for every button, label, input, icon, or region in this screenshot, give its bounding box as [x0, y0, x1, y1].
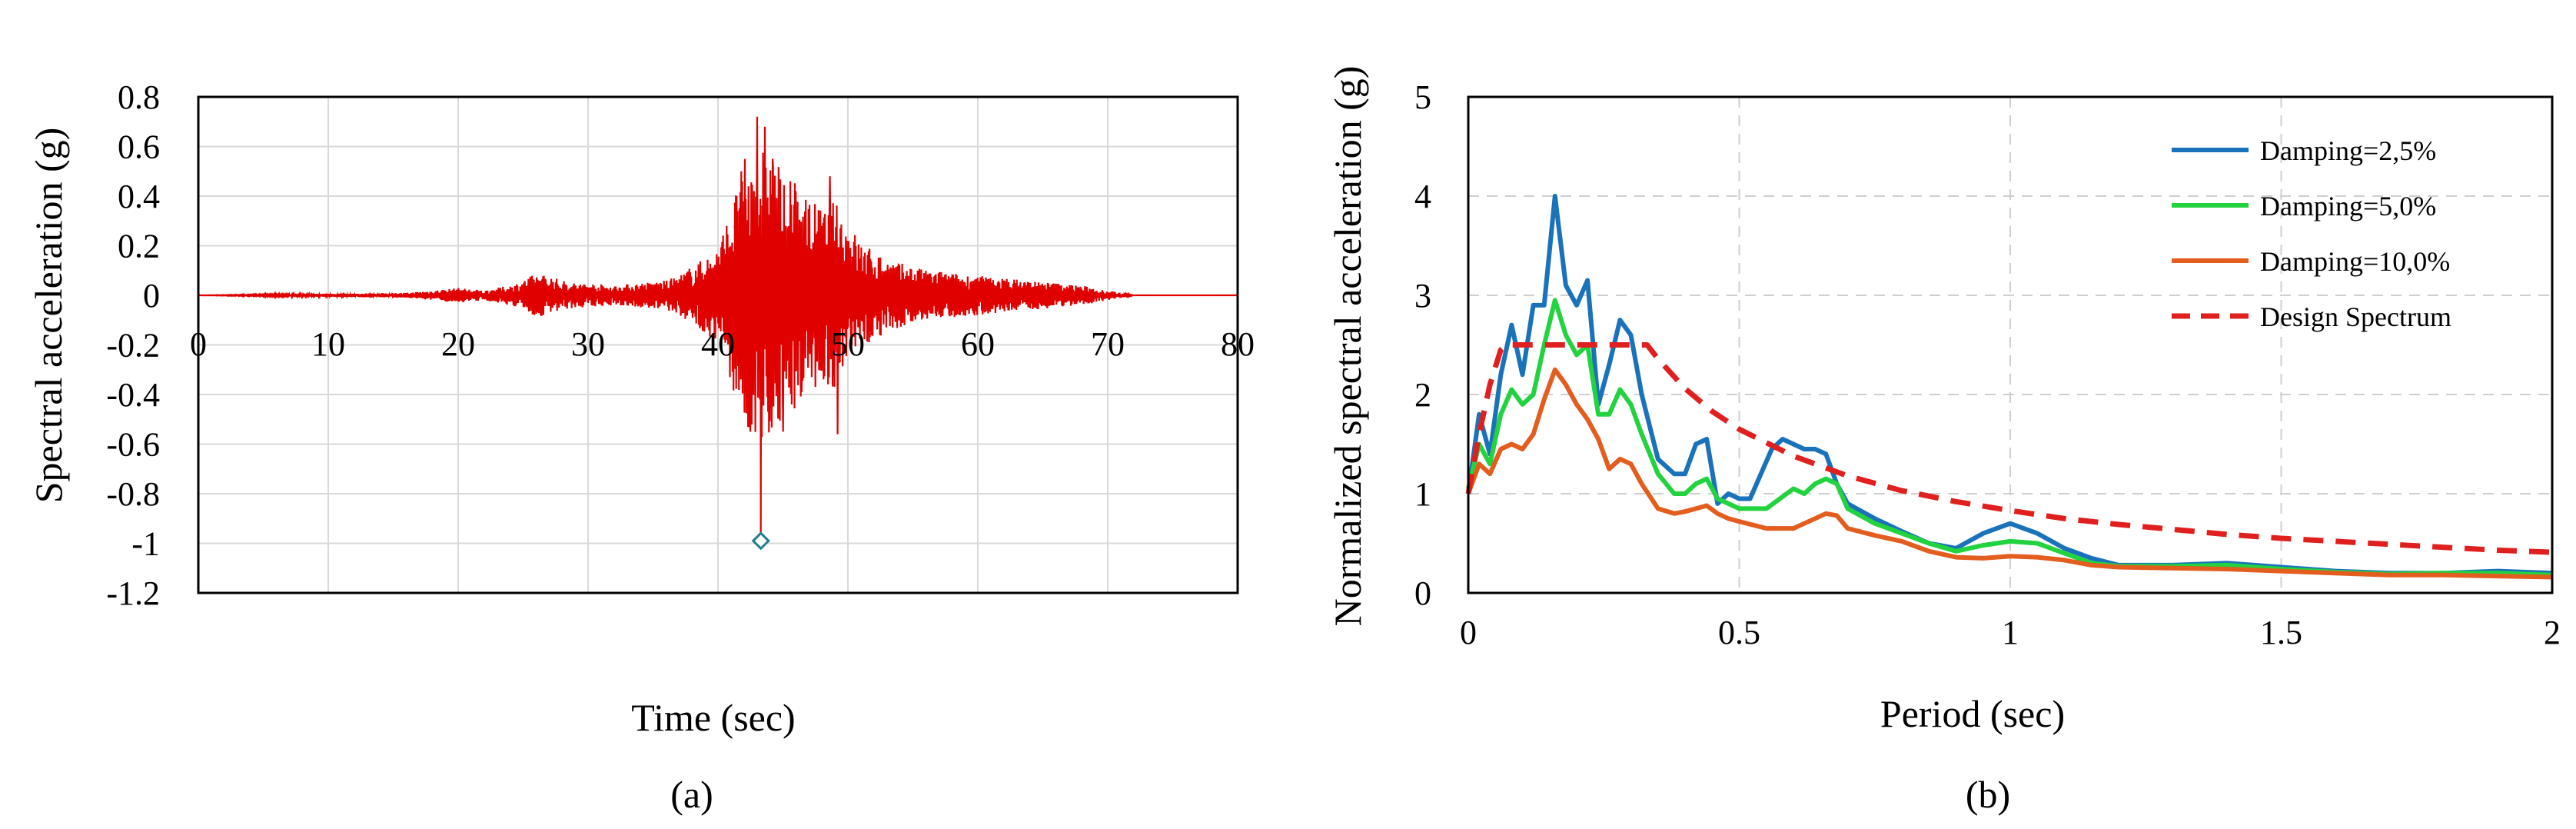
- panel-b-x-tick-labels: 0 0.5 1 1.5 2: [1460, 614, 2561, 651]
- panel-b-x-tick-label: 2: [2544, 614, 2561, 651]
- panel-a-y-axis-label: Spectral acceleration (g): [27, 128, 70, 504]
- panel-b-y-tick-label: 4: [1414, 178, 1431, 215]
- panel-a-x-tick-label: 0: [190, 325, 207, 363]
- panel-b-y-tick-label: 3: [1414, 277, 1431, 315]
- panel-a-time-history: 0 10 20 30 40 50 60 70 80 0.8 0.6 0.4 0.2 0 -0.2 -0.4 -…: [27, 78, 1255, 816]
- panel-b-response-spectra: 0 0.5 1 1.5 2 5 4 3 2 1 0 Period (sec) Normalized…: [1326, 66, 2561, 816]
- panel-a-x-tick-label: 40: [701, 325, 735, 363]
- panel-b-spectra-series: [1465, 194, 2553, 580]
- panel-a-x-tick-label: 60: [961, 325, 995, 363]
- panel-b-legend: Damping=2,5% Damping=5,0% Damping=10,0% Des…: [2172, 135, 2451, 332]
- panel-b-legend-label: Design Spectrum: [2260, 301, 2451, 332]
- panel-b-y-tick-labels: 5 4 3 2 1 0: [1414, 78, 1431, 612]
- panel-b-y-tick-label: 0: [1414, 574, 1431, 612]
- panel-b-y-tick-label: 1: [1414, 475, 1431, 513]
- panel-a-y-tick-label: -0.8: [106, 475, 160, 513]
- panel-b-y-axis-label: Normalized spectral acceleration (g): [1326, 66, 1369, 627]
- panel-a-y-tick-label: 0.6: [118, 128, 160, 166]
- panel-b-x-tick-label: 1: [2002, 614, 2019, 651]
- panel-b-series-line: [1466, 194, 2553, 576]
- panel-a-x-axis-label: Time (sec): [631, 696, 795, 739]
- panel-a-x-tick-label: 10: [311, 325, 345, 363]
- panel-a-y-tick-label: -0.4: [106, 376, 160, 414]
- panel-a-y-tick-labels: 0.8 0.6 0.4 0.2 0 -0.2 -0.4 -0.6 -0.8 -1 -1.2: [106, 78, 160, 612]
- panel-a-y-tick-label: -0.6: [106, 426, 160, 464]
- panel-b-label: (b): [1966, 773, 2010, 816]
- panel-a-label: (a): [670, 773, 713, 816]
- panel-a-y-tick-label: -0.2: [106, 327, 160, 365]
- panel-b-x-tick-label: 0.5: [1718, 614, 1760, 651]
- panel-b-y-tick-label: 5: [1414, 78, 1431, 116]
- panel-a-y-tick-label: -1: [131, 525, 160, 563]
- panel-a-x-tick-label: 80: [1221, 325, 1255, 363]
- panel-b-plot-frame: [1467, 95, 2554, 594]
- panel-a-plot-frame: [197, 95, 1239, 594]
- panel-b-series-line: [1465, 342, 2553, 555]
- panel-b-legend-label: Damping=5,0%: [2260, 191, 2436, 221]
- panel-b-legend-label: Damping=2,5%: [2260, 135, 2436, 166]
- panel-b-x-axis-label: Period (sec): [1880, 692, 2065, 735]
- panel-a-y-tick-label: 0: [143, 277, 160, 315]
- panel-a-acceleration-line: [198, 116, 1238, 539]
- panel-a-x-tick-labels: 0 10 20 30 40 50 60 70 80: [190, 325, 1255, 363]
- panel-a-y-tick-label: 0.2: [118, 228, 160, 265]
- panel-b-series-line: [1466, 367, 2553, 580]
- panel-a-y-tick-label: 0.4: [118, 178, 160, 215]
- panel-a-min-marker: [751, 531, 770, 551]
- panel-b-legend-label: Damping=10,0%: [2260, 246, 2450, 277]
- panel-a-x-tick-label: 30: [571, 325, 605, 363]
- panel-a-y-tick-label: 0.8: [118, 78, 160, 116]
- panel-a-x-tick-label: 20: [441, 325, 475, 363]
- panel-a-acceleration-series: [198, 116, 1238, 551]
- panel-b-x-tick-label: 0: [1460, 614, 1477, 651]
- panel-b-x-tick-label: 1.5: [2260, 614, 2302, 651]
- panel-b-y-tick-label: 2: [1414, 376, 1431, 414]
- panel-a-x-tick-label: 70: [1091, 325, 1125, 363]
- panel-b-gridlines: [1468, 97, 2552, 593]
- panel-a-x-tick-label: 50: [831, 325, 865, 363]
- panel-a-y-tick-label: -1.2: [106, 574, 160, 612]
